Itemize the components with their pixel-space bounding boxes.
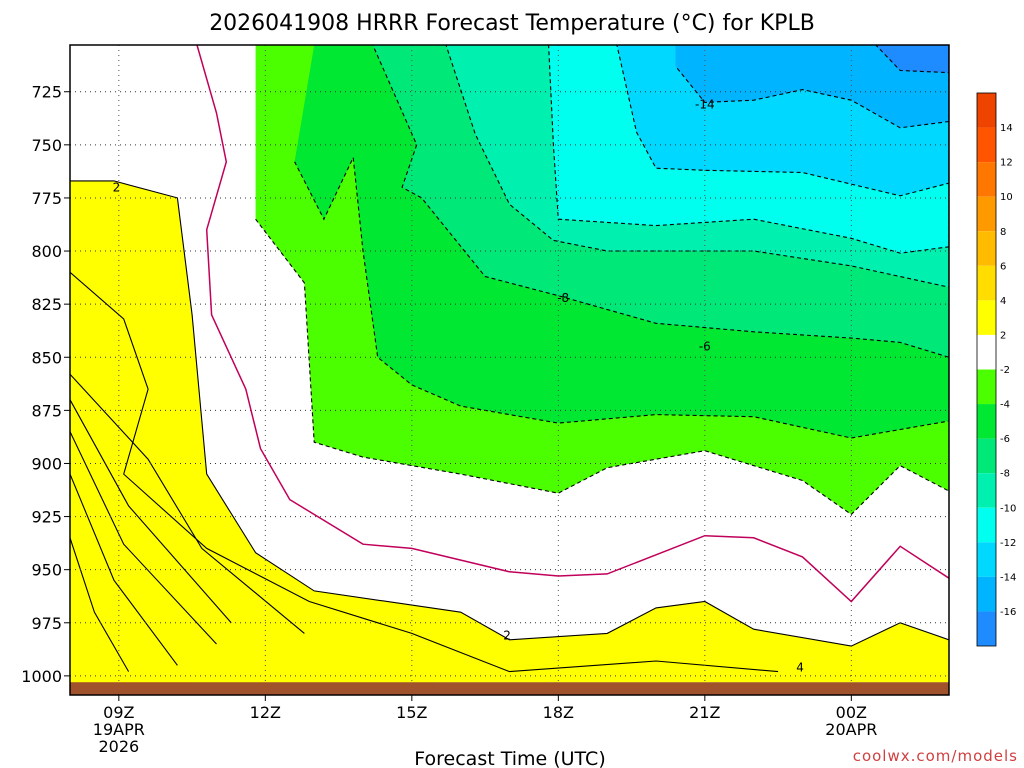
colorbar-segment-9 [977, 404, 996, 439]
colorbar-segment-8 [977, 369, 996, 405]
y-tick-label-825: 825 [31, 295, 62, 314]
colorbar-label-13: 12 [1000, 158, 1013, 169]
plot-frame [69, 44, 950, 696]
colorbar: -16 -14 -12 -10 -8 -6 -4 -2 2 4 6 8 10 12 14 [976, 92, 1016, 647]
colorbar-label-8: 2 [1000, 330, 1006, 341]
contour-line--16 [875, 45, 949, 74]
contour-fill-2 [70, 180, 949, 683]
colorbar-label-0: -16 [1000, 607, 1016, 618]
contour-label-4: -8 [557, 291, 569, 305]
contour-line--10 [548, 45, 949, 254]
zero-degree-isotherm [196, 45, 949, 603]
colorbar-label-9: 4 [1000, 296, 1006, 307]
x-tick-label-21-0: 21Z [689, 703, 720, 722]
colorbar-label-6: -4 [1000, 400, 1010, 411]
x-tick-label-9-1: 19APR [93, 720, 145, 739]
x-tick-label-9-0: 09Z [103, 703, 134, 722]
colorbar-segment-2 [977, 162, 996, 197]
credit-text[interactable]: coolwx.com/models [853, 747, 1018, 765]
x-axis-label: Forecast Time (UTC) [414, 748, 605, 768]
contour-label-0: 2 [113, 180, 121, 194]
colorbar-segment-6 [977, 300, 996, 335]
colorbar-segment-1 [977, 127, 996, 163]
chart-title: 2026041908 HRRR Forecast Temperature (°C… [209, 11, 815, 36]
colorbar-segment-13 [977, 542, 996, 577]
contour-line-4 [70, 271, 779, 673]
x-tick-label-18-0: 18Z [543, 703, 574, 722]
colorbar-segment-11 [977, 473, 996, 508]
colorbar-label-1: -14 [1000, 572, 1016, 583]
contour-line--4 [294, 45, 949, 439]
contour-line--12 [616, 45, 949, 197]
contour-line-14 [70, 537, 130, 672]
colorbar-segment-10 [977, 438, 996, 474]
x-tick-label-15-0: 15Z [396, 703, 427, 722]
y-tick-label-775: 775 [31, 189, 62, 208]
contour-line-10 [70, 431, 217, 645]
filled-contours [70, 45, 949, 683]
y-tick-label-925: 925 [31, 508, 62, 527]
y-tick-label-750: 750 [31, 136, 62, 155]
colorbar-label-14: 14 [1000, 123, 1013, 134]
contour-line-2 [70, 180, 949, 647]
colorbar-label-7: -2 [1000, 365, 1010, 376]
y-tick-label-900: 900 [31, 454, 62, 473]
contour-line-12 [70, 473, 178, 666]
colorbar-frame [976, 92, 997, 647]
colorbar-label-11: 8 [1000, 227, 1006, 238]
y-axis: 725 750 775 800 825 850 875 900 925 950 975 1000 [21, 83, 70, 686]
y-tick-label-725: 725 [31, 83, 62, 102]
colorbar-segment-7 [977, 334, 996, 370]
y-tick-label-1000: 1000 [21, 667, 62, 686]
y-tick-label-800: 800 [31, 242, 62, 261]
contour-line-6 [70, 373, 305, 634]
contour-label-3: -6 [699, 340, 711, 354]
colorbar-segment-4 [977, 231, 996, 266]
colorbar-label-3: -10 [1000, 503, 1016, 514]
colorbar-segment-14 [977, 576, 996, 612]
contour-line--6 [372, 45, 949, 358]
colorbar-segment-5 [977, 265, 996, 301]
contour-label-2: 4 [796, 660, 804, 674]
x-tick-label-24-1: 20APR [825, 720, 877, 739]
contour-lines [70, 45, 949, 673]
x-tick-label-12-0: 12Z [250, 703, 281, 722]
contour-fill--16 [875, 45, 949, 73]
y-tick-label-950: 950 [31, 561, 62, 580]
colorbar-label-12: 10 [1000, 192, 1013, 203]
colorbar-segment-3 [977, 196, 996, 232]
y-tick-label-975: 975 [31, 614, 62, 633]
contour-line-8 [70, 399, 232, 624]
colorbar-segment-15 [977, 611, 996, 646]
colorbar-label-2: -12 [1000, 538, 1016, 549]
contour-label-5: -14 [695, 97, 715, 111]
contour-label-1: 2 [503, 629, 511, 643]
colorbar-label-5: -6 [1000, 434, 1010, 445]
colorbar-segment-0 [977, 93, 996, 128]
grid-lines [70, 45, 949, 695]
y-tick-label-875: 875 [31, 401, 62, 420]
contour-labels: 2 2 4 -6 -8 -14 [113, 97, 804, 674]
colorbar-label-4: -8 [1000, 469, 1010, 480]
contour-fill--14 [675, 45, 949, 128]
colorbar-label-10: 6 [1000, 261, 1006, 272]
ground-surface [70, 682, 949, 695]
x-tick-label-24-0: 00Z [836, 703, 867, 722]
y-tick-label-850: 850 [31, 348, 62, 367]
x-tick-label-9-2: 2026 [98, 737, 139, 756]
plot-area: 2 2 4 -6 -8 -14 [70, 45, 949, 695]
colorbar-segment-12 [977, 507, 996, 543]
